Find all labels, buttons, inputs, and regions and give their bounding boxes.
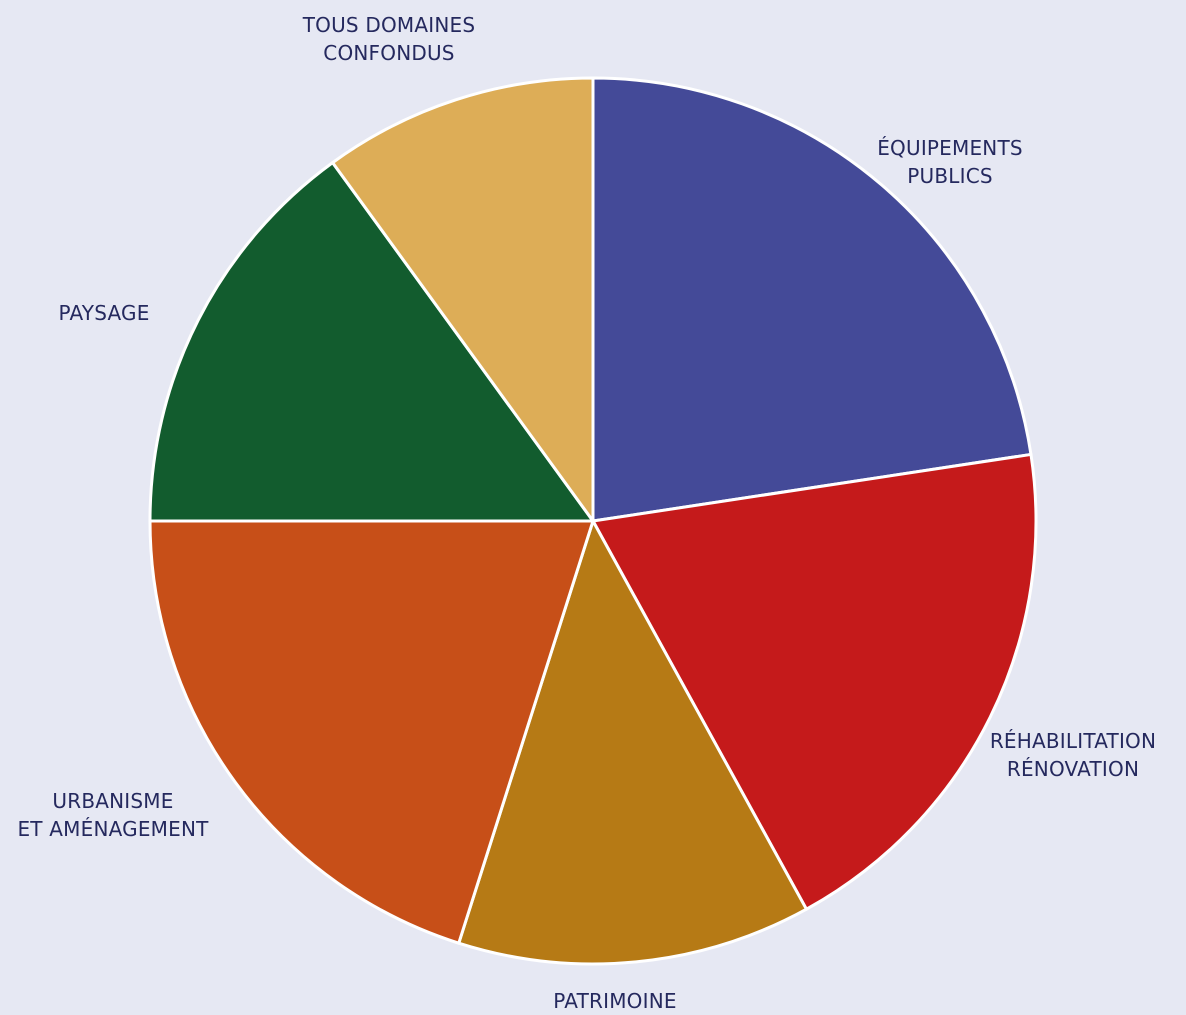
slice-label-line: ET AMÉNAGEMENT bbox=[17, 817, 209, 841]
slice-label-5: TOUS DOMAINES CONFONDUS bbox=[302, 13, 476, 65]
slice-label-0: ÉQUIPEMENTS PUBLICS bbox=[877, 136, 1023, 188]
slice-label-line: TOUS DOMAINES bbox=[302, 13, 476, 37]
slice-label-line: RÉNOVATION bbox=[1007, 757, 1139, 781]
slice-label-line: CONFONDUS bbox=[323, 41, 454, 65]
pie-slice-3 bbox=[148, 519, 595, 945]
pie-slice-0 bbox=[591, 76, 1033, 523]
slice-label-line: PAYSAGE bbox=[58, 301, 149, 325]
slice-label-4: PAYSAGE bbox=[58, 301, 149, 325]
slice-label-line: URBANISME bbox=[52, 789, 173, 813]
slice-label-line: ÉQUIPEMENTS bbox=[877, 136, 1023, 160]
slice-label-line: PUBLICS bbox=[907, 164, 993, 188]
pie-slice-4 bbox=[148, 161, 595, 523]
slice-label-2: PATRIMOINE bbox=[553, 989, 676, 1013]
pie-slice-5 bbox=[331, 76, 595, 523]
slice-label-3: URBANISME ET AMÉNAGEMENT bbox=[17, 789, 209, 841]
slice-label-1: RÉHABILITATION RÉNOVATION bbox=[990, 729, 1156, 781]
pie-slice-1 bbox=[591, 452, 1038, 911]
pie-slice-2 bbox=[457, 519, 808, 966]
slice-label-line: RÉHABILITATION bbox=[990, 729, 1156, 753]
slice-label-line: PATRIMOINE bbox=[553, 989, 676, 1013]
